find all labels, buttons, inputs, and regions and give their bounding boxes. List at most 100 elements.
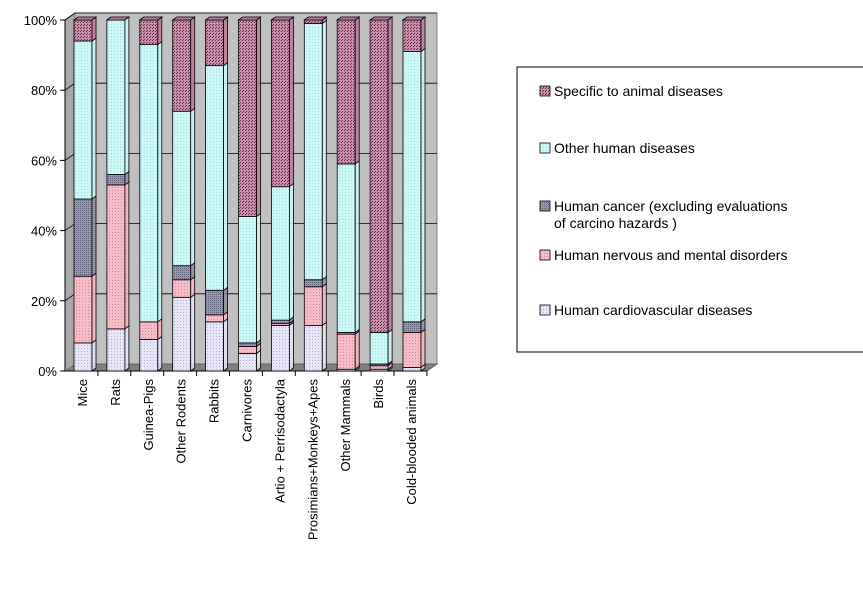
bar-segment-side xyxy=(223,16,229,67)
bar-segment-side xyxy=(190,275,196,299)
bar-segment xyxy=(106,19,126,175)
legend: Specific to animal diseases Other human d… xyxy=(539,83,787,318)
y-tick-label: 40% xyxy=(31,224,57,239)
y-tick-label: 80% xyxy=(31,83,57,98)
bar-segment xyxy=(73,275,93,344)
bar-segment-side xyxy=(91,195,97,278)
legend-swatch xyxy=(539,85,551,97)
x-category-label: Rabbits xyxy=(207,379,222,424)
legend-label: Specific to animal diseases xyxy=(554,83,723,99)
x-category-label: Mice xyxy=(75,379,90,406)
bar-segment-side xyxy=(157,335,163,372)
bar-segment xyxy=(402,331,422,368)
y-tick-label: 0% xyxy=(38,364,57,379)
x-category-label: Artio + Perrisodactyla xyxy=(272,378,287,503)
bar-segment-side xyxy=(420,47,426,323)
bar-segment xyxy=(73,342,93,372)
bar-segment-side xyxy=(91,16,97,42)
bar-top xyxy=(72,16,98,21)
legend-swatch xyxy=(539,304,551,316)
bar-segment xyxy=(205,289,225,316)
bar-stack xyxy=(138,16,164,372)
bar-segment-side xyxy=(256,212,261,344)
bar-segment xyxy=(402,51,422,323)
bar-segment xyxy=(73,19,93,42)
bar-segment xyxy=(270,324,290,372)
x-category-label: Carnivores xyxy=(240,379,255,442)
bar-segment xyxy=(303,324,323,372)
bar-segment xyxy=(402,367,422,372)
bar-segment xyxy=(303,279,323,288)
bar-segment xyxy=(106,184,126,330)
bar-segment xyxy=(238,216,257,344)
bar-segment xyxy=(336,333,356,370)
bar-segment-side xyxy=(354,16,360,165)
bar-segment-side xyxy=(91,37,97,200)
bar-top xyxy=(401,16,427,21)
bar-segment xyxy=(238,353,257,372)
x-category-label: Cold-blooded animals xyxy=(404,379,419,505)
legend-swatch xyxy=(539,200,551,212)
bar-segment-side xyxy=(91,339,97,372)
bar-segment xyxy=(172,279,192,298)
bar-stack xyxy=(237,16,262,372)
bar-segment-side xyxy=(157,16,163,46)
bar-segment xyxy=(369,331,389,365)
bar-segment xyxy=(73,40,93,200)
bar-segment-side xyxy=(124,16,130,176)
bar-top xyxy=(237,16,262,21)
bar-segment-side xyxy=(91,272,97,344)
bar-stack xyxy=(270,16,295,372)
bar-segment xyxy=(139,339,159,372)
bar-segment xyxy=(402,321,422,333)
bar-segment xyxy=(270,186,290,321)
bar-top xyxy=(336,16,361,21)
bar-segment-side xyxy=(321,19,327,281)
bar-segment-side xyxy=(321,282,327,327)
y-axis-ticks: 0% 20% 40% 60% 80% 100% xyxy=(24,13,65,379)
bar-segment-side xyxy=(190,107,196,267)
bar-segment xyxy=(402,19,422,52)
legend-label: of carcino hazards ) xyxy=(554,215,677,231)
bar-segment-side xyxy=(157,40,163,323)
legend-box xyxy=(516,66,863,353)
bar-segment xyxy=(106,174,126,186)
plot-left-wall xyxy=(64,12,76,372)
bar-segment xyxy=(172,296,192,372)
bar-top xyxy=(138,16,164,21)
bar-segment xyxy=(369,19,389,333)
y-tick-label: 100% xyxy=(24,13,58,28)
bar-segment xyxy=(270,319,290,325)
x-category-label: Other Mammals xyxy=(338,379,353,472)
gridline xyxy=(64,12,437,21)
bar-segment xyxy=(172,110,192,267)
legend-swatch xyxy=(539,249,551,261)
bar-segment-side xyxy=(288,16,294,188)
bar-segment-side xyxy=(288,182,294,321)
bar-segment xyxy=(106,328,126,372)
bar-segment-side xyxy=(124,181,130,330)
bar-stack xyxy=(303,16,328,372)
bar-top xyxy=(105,16,131,21)
bar-segment xyxy=(205,65,225,291)
bar-segment xyxy=(303,23,323,281)
bar-segment xyxy=(172,19,192,112)
bar-stack xyxy=(401,16,427,372)
bar-stack xyxy=(368,16,394,372)
bar-stack xyxy=(171,16,196,372)
bar-top xyxy=(171,16,196,21)
bar-segment-side xyxy=(420,16,426,53)
bar-stack xyxy=(336,16,361,372)
legend-label: Human nervous and mental disorders xyxy=(554,247,787,263)
bar-segment-side xyxy=(387,16,393,334)
bar-stack xyxy=(72,16,98,372)
bar-stack xyxy=(204,16,229,372)
bar-segment-side xyxy=(190,16,196,113)
bar-segment-side xyxy=(321,321,327,372)
x-category-label: Prosimians+Monkeys+Apes xyxy=(305,379,320,541)
bar-top xyxy=(270,16,295,21)
bar-segment xyxy=(336,19,356,165)
bar-segment xyxy=(336,163,356,333)
bar-segment xyxy=(205,314,225,323)
